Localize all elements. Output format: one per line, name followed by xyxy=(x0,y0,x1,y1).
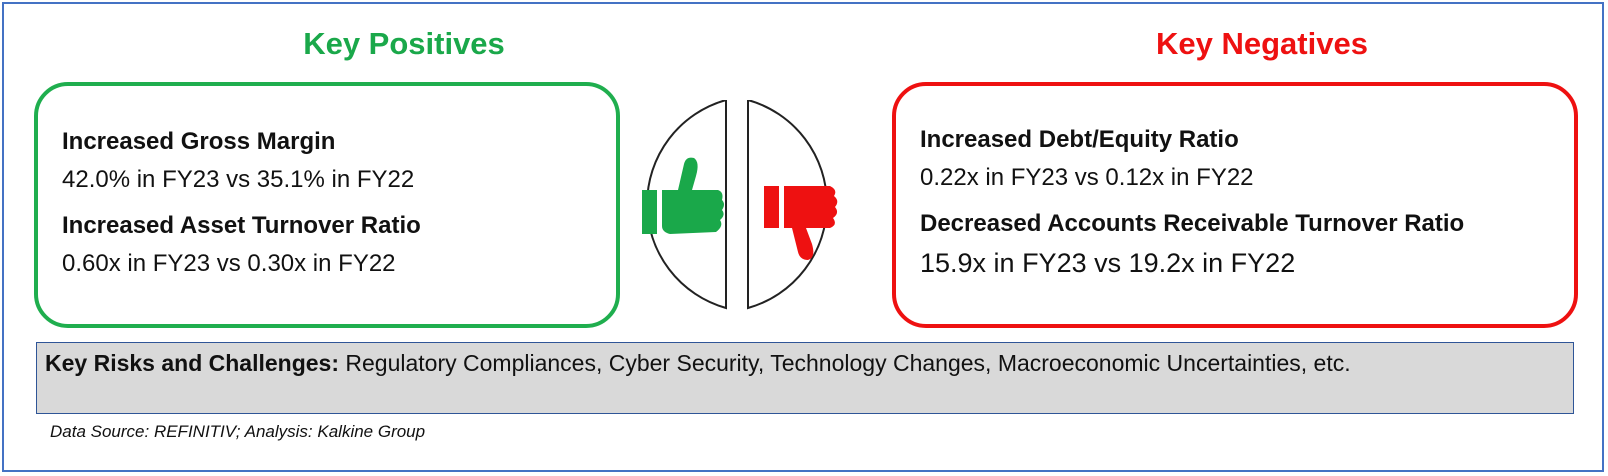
positive-item-value: 0.60x in FY23 vs 0.30x in FY22 xyxy=(62,250,396,277)
key-negatives-heading: Key Negatives xyxy=(1156,26,1368,61)
negative-item-value: 15.9x in FY23 vs 19.2x in FY22 xyxy=(920,248,1296,278)
positive-item-title: Increased Gross Margin xyxy=(62,128,336,155)
thumbs-down-icon xyxy=(764,186,838,260)
key-positives-heading: Key Positives xyxy=(303,26,505,61)
negative-item-value: 0.22x in FY23 vs 0.12x in FY22 xyxy=(920,164,1254,191)
thumbs-up-icon xyxy=(642,157,724,234)
key-risks-label: Key Risks and Challenges: xyxy=(45,350,339,376)
key-positives-panel: Increased Gross Margin 42.0% in FY23 vs … xyxy=(34,82,620,328)
data-source-note: Data Source: REFINITIV; Analysis: Kalkin… xyxy=(50,422,426,441)
key-negatives-panel: Increased Debt/Equity Ratio 0.22x in FY2… xyxy=(892,82,1578,328)
thumbs-graphic xyxy=(634,98,874,320)
negative-item-title: Decreased Accounts Receivable Turnover R… xyxy=(920,210,1465,237)
key-risks-box: Key Risks and Challenges: Regulatory Com… xyxy=(36,342,1574,414)
positive-item-value: 42.0% in FY23 vs 35.1% in FY22 xyxy=(62,166,415,193)
positive-item-title: Increased Asset Turnover Ratio xyxy=(62,212,421,239)
negative-item-title: Increased Debt/Equity Ratio xyxy=(920,126,1239,153)
key-risks-text: Regulatory Compliances, Cyber Security, … xyxy=(345,350,1351,376)
